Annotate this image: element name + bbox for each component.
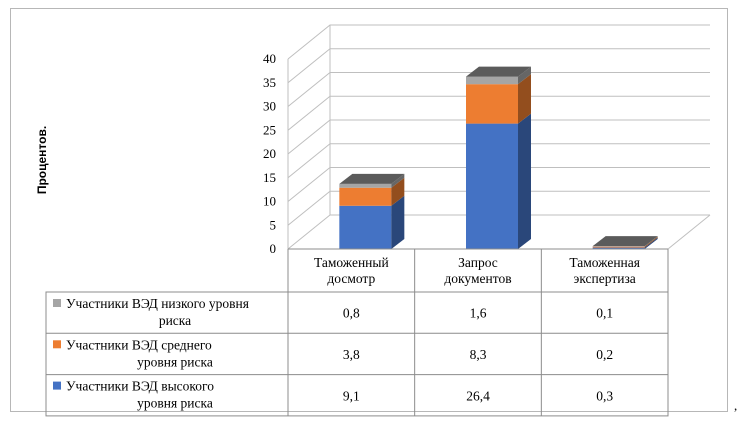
bar-segment-0-1 — [339, 177, 405, 206]
legend-key-0 — [53, 381, 61, 390]
bar-segment-0-2 — [339, 173, 405, 188]
bar-front-1-1 — [466, 84, 518, 124]
bar-segment-1-0 — [466, 113, 531, 249]
gridline-8 — [287, 24, 710, 60]
y-tick-label-4: 20 — [263, 146, 276, 161]
bar-side-1-1 — [518, 74, 531, 124]
bar-front-0-1 — [339, 187, 392, 206]
y-tick-label-1: 5 — [270, 217, 277, 232]
bar-segment-1-2 — [466, 66, 531, 85]
bar-side-0-2 — [391, 173, 405, 188]
legend-label-0: Участники ВЭД высокого уровня риска — [66, 379, 214, 411]
legend-key-2 — [53, 299, 61, 307]
legend-key-1 — [53, 340, 61, 349]
bar-segment-0-0 — [339, 195, 405, 249]
bar-front-2-2 — [592, 246, 645, 247]
bar-segment-2-2 — [592, 236, 658, 247]
floor-right-edge — [667, 214, 711, 250]
bar-front-1-0 — [466, 123, 518, 249]
bar-side-2-1 — [644, 236, 658, 248]
y-tick-label-5: 25 — [263, 122, 276, 137]
bar-front-0-0 — [339, 205, 392, 249]
bar-top-0 — [339, 173, 405, 184]
bar-side-2-0 — [644, 237, 658, 249]
y-tick-label-8: 40 — [263, 51, 276, 66]
y-tick-label-0: 0 — [270, 241, 277, 256]
data-label-1-1: 8,3 — [470, 347, 487, 362]
data-label-0-1: 26,4 — [466, 388, 490, 403]
x-category-label-1: Запрос документов — [444, 255, 511, 286]
legend-label-2: Участники ВЭД низкого уровня риска — [66, 296, 249, 328]
bar-side-0-1 — [391, 177, 405, 206]
bar-side-1-0 — [518, 113, 531, 249]
bar-side-2-2 — [644, 236, 658, 247]
bar-top-2 — [592, 236, 658, 247]
bar-top-1 — [466, 66, 531, 77]
data-label-2-2: 0,1 — [596, 306, 613, 321]
y-tick-label-7: 35 — [263, 75, 276, 90]
y-tick-label-6: 30 — [263, 99, 276, 114]
bar-segment-2-0 — [592, 237, 658, 249]
y-axis-title: Процентов. — [35, 126, 49, 194]
data-label-2-1: 1,6 — [470, 306, 487, 321]
bar-side-0-0 — [391, 195, 405, 249]
bar-front-0-2 — [339, 183, 392, 188]
bar-segment-1-1 — [466, 74, 531, 124]
data-label-1-2: 0,2 — [596, 347, 613, 362]
bar-segment-2-1 — [592, 236, 658, 248]
x-category-label-2: Таможенная экспертиза — [569, 255, 640, 286]
chart-frame — [10, 8, 728, 412]
bar-front-1-2 — [466, 76, 518, 85]
bar-front-2-1 — [592, 246, 645, 248]
data-label-0-2: 0,3 — [596, 388, 613, 403]
y-tick-label-2: 10 — [263, 194, 276, 209]
trailing-comma: , — [734, 398, 738, 413]
y-tick-label-3: 15 — [263, 170, 276, 185]
data-label-0-0: 9,1 — [343, 388, 360, 403]
x-category-label-0: Таможенный досмотр — [314, 255, 389, 286]
bar-front-2-0 — [592, 247, 645, 249]
data-label-1-0: 3,8 — [343, 347, 360, 362]
legend-label-1: Участники ВЭД среднего уровня риска — [66, 337, 213, 369]
bar-side-1-2 — [518, 66, 531, 85]
data-label-2-0: 0,8 — [343, 306, 360, 321]
